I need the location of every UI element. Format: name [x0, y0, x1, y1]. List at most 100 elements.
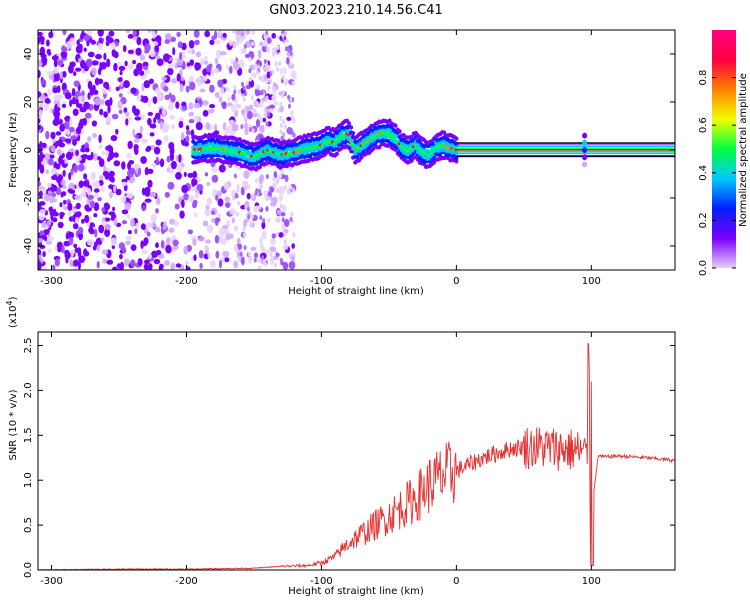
heatmap-cell — [156, 58, 164, 66]
heatmap-cell — [188, 119, 195, 124]
heatmap-cell — [195, 51, 202, 58]
heatmap-cell — [132, 59, 137, 65]
heatmap-cell — [239, 251, 243, 257]
heatmap-cell — [279, 116, 283, 121]
heatmap-cell — [281, 224, 286, 230]
heatmap-cell — [38, 249, 42, 255]
heatmap-cell — [153, 258, 161, 265]
heatmap-cell — [334, 151, 339, 156]
heatmap-cell — [170, 94, 176, 103]
heatmap-cell — [229, 233, 234, 240]
heatmap-cell — [86, 187, 92, 196]
heatmap-cell — [255, 118, 261, 128]
heatmap-cell — [113, 62, 118, 72]
heatmap-cell — [105, 35, 110, 43]
heatmap-cell — [175, 172, 182, 180]
heatmap-cell — [43, 229, 50, 235]
heatmap-cell — [102, 171, 109, 177]
heatmap-cell — [250, 214, 254, 220]
heatmap-cell — [207, 224, 214, 233]
heatmap-cell — [62, 206, 69, 210]
heatmap-cell — [135, 47, 142, 56]
heatmap-cell — [151, 162, 157, 168]
heatmap-cell — [100, 186, 105, 193]
heatmap-cell — [290, 252, 296, 258]
heatmap-cell — [130, 259, 136, 268]
heatmap-cell — [143, 237, 149, 245]
heatmap-cell — [124, 202, 132, 211]
heatmap-cell — [243, 112, 247, 121]
heatmap-cell — [143, 80, 151, 89]
heatmap-cell — [582, 161, 588, 168]
heatmap-cell — [46, 71, 54, 76]
heatmap-cell — [281, 37, 285, 43]
heatmap-cell — [53, 174, 57, 180]
heatmap-cell — [92, 84, 96, 92]
heatmap-cell — [255, 70, 259, 75]
heatmap-cell — [64, 120, 70, 130]
heatmap-cell — [121, 181, 128, 187]
heatmap-cell — [409, 134, 414, 140]
heatmap-cell — [167, 67, 174, 76]
heatmap-cell — [38, 261, 42, 270]
heatmap-cell — [233, 225, 239, 232]
heatmap-cell — [94, 97, 101, 106]
heatmap-cell — [153, 117, 157, 124]
heatmap-cell — [83, 47, 87, 52]
heatmap-cell — [246, 192, 251, 200]
heatmap-cell — [38, 109, 43, 118]
heatmap-cell — [281, 74, 285, 80]
heatmap-cell — [51, 55, 59, 61]
heatmap-cell — [279, 102, 283, 108]
heatmap-cell — [148, 78, 154, 85]
heatmap-cell — [582, 147, 588, 153]
heatmap-cell — [105, 85, 110, 90]
heatmap-cell — [274, 61, 278, 67]
heatmap-cell — [272, 82, 277, 87]
heatmap-cell — [185, 266, 191, 270]
heatmap-cell — [169, 168, 174, 174]
heatmap-cell — [162, 127, 166, 133]
heatmap-cell — [280, 168, 284, 174]
heatmap-cell — [284, 184, 287, 190]
x-tick-label: 0 — [453, 276, 459, 287]
heatmap-cell — [271, 32, 277, 39]
heatmap-cell — [225, 232, 231, 241]
heatmap-cell — [214, 30, 218, 40]
heatmap-cell — [291, 243, 296, 249]
heatmap-cell — [272, 51, 275, 57]
heatmap-cell — [64, 159, 68, 164]
heatmap-cell — [87, 51, 95, 58]
heatmap-cell — [219, 259, 222, 269]
heatmap-cell — [61, 45, 66, 53]
heatmap-cell — [290, 129, 294, 135]
heatmap-cell — [133, 144, 138, 153]
heatmap-cell — [73, 71, 77, 77]
heatmap-cell — [188, 111, 194, 117]
heatmap-cell — [92, 132, 97, 139]
heatmap-cell — [206, 64, 212, 73]
heatmap-cell — [67, 210, 72, 217]
heatmap-cell — [38, 181, 41, 187]
heatmap-cell — [263, 249, 271, 254]
heatmap-cell — [139, 70, 145, 76]
y-tick-label: 1.0 — [23, 472, 34, 488]
heatmap-cell — [273, 46, 277, 52]
heatmap-cell — [98, 224, 105, 234]
heatmap-cell — [99, 175, 104, 181]
heatmap-cell — [121, 247, 127, 254]
heatmap-cell — [277, 186, 285, 195]
heatmap-cell — [60, 179, 66, 186]
heatmap-cell — [52, 138, 56, 144]
heatmap-cell — [177, 164, 183, 173]
heatmap-cell — [65, 151, 73, 161]
heatmap-cell — [263, 107, 267, 113]
heatmap-cell — [70, 168, 74, 176]
heatmap-cell — [205, 122, 211, 130]
heatmap-cell — [80, 59, 86, 69]
heatmap-cell — [132, 30, 137, 37]
heatmap-cell — [79, 118, 86, 123]
heatmap-cell — [231, 217, 235, 224]
heatmap-cell — [57, 100, 61, 108]
heatmap-cell — [71, 208, 78, 213]
